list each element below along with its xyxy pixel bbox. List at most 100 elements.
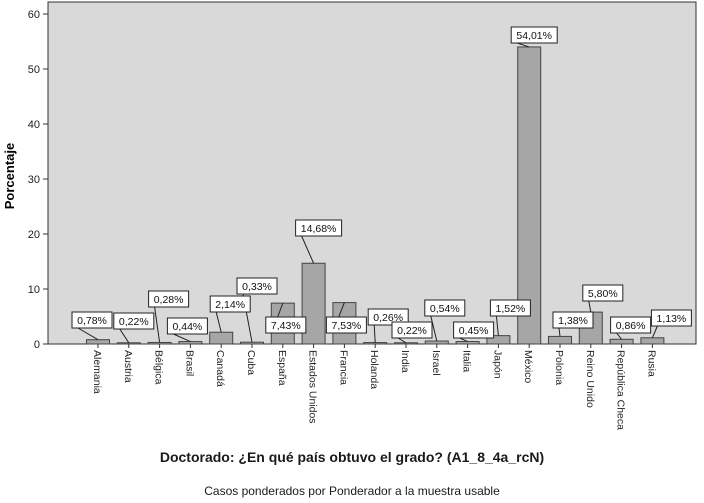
- y-tick-label: 50: [28, 64, 40, 76]
- y-axis: 0 10 20 30 40 50 60: [28, 9, 48, 351]
- x-tick-label: India: [399, 350, 411, 373]
- bar: [640, 337, 665, 345]
- data-label-box: [453, 321, 495, 339]
- x-tick-label: Japón: [491, 350, 503, 379]
- data-label-box: [113, 312, 155, 330]
- data-label-leader: [651, 325, 658, 338]
- x-tick-label: Bélgica: [153, 350, 165, 385]
- data-label: 0,86%: [616, 320, 646, 332]
- data-label: 14,68%: [301, 223, 337, 235]
- x-tick-label: Francia: [337, 350, 349, 385]
- bar: [209, 331, 234, 345]
- y-tick-label: 40: [28, 119, 40, 131]
- data-label: 0,45%: [459, 325, 489, 337]
- data-label: 0,44%: [173, 321, 203, 333]
- data-label-box: [489, 299, 531, 317]
- bar: [455, 341, 480, 345]
- data-label-box: [166, 317, 208, 335]
- data-label: 1,52%: [496, 303, 526, 315]
- data-label-leader: [77, 327, 99, 341]
- data-label-leader: [459, 337, 468, 342]
- y-tick-label: 10: [28, 284, 40, 296]
- data-label: 7,43%: [271, 320, 301, 332]
- data-label-leader: [430, 315, 438, 342]
- data-label-box: [552, 311, 594, 329]
- x-tick-label: España: [276, 350, 288, 386]
- data-label: 1,38%: [558, 315, 588, 327]
- data-label: 0,26%: [373, 312, 403, 324]
- data-label-leader: [517, 42, 530, 48]
- x-axis-title: Doctorado: ¿En qué país obtuvo el grado?…: [159, 449, 545, 465]
- data-label-box: [650, 309, 692, 327]
- data-label-box: [148, 290, 190, 308]
- y-tick-label: 0: [34, 339, 40, 351]
- data-label-box: [209, 295, 251, 313]
- data-label-leader: [373, 324, 376, 343]
- data-label-box: [265, 316, 307, 334]
- x-tick-label: Austria: [122, 350, 134, 383]
- data-label-box: [236, 277, 278, 295]
- bar: [147, 341, 172, 345]
- data-label: 0,22%: [397, 325, 427, 337]
- footnote: Casos ponderados por Ponderador a la mue…: [204, 484, 500, 498]
- data-label-box: [71, 311, 113, 329]
- bar: [609, 338, 634, 345]
- data-label-leader: [301, 235, 315, 264]
- data-label: 1,13%: [657, 313, 687, 325]
- data-label: 0,22%: [119, 316, 149, 328]
- x-tick-label: Estados Unidos: [307, 350, 319, 424]
- bar: [517, 46, 542, 345]
- bar: [86, 339, 110, 345]
- x-tick-label: Italia: [461, 350, 473, 372]
- data-label-leader: [616, 332, 622, 340]
- x-tick-label: Polonia: [553, 350, 565, 385]
- data-label-box: [367, 308, 409, 326]
- bar: [116, 342, 141, 345]
- x-axis: Alemania Austria Bélgica Brasil Canadá Cuba Es…: [91, 344, 657, 430]
- data-label-leader: [215, 311, 222, 333]
- bar: [394, 342, 418, 345]
- bar: [363, 342, 388, 345]
- data-label-leader: [558, 327, 561, 337]
- data-label: 54,01%: [516, 30, 552, 42]
- data-label-leader: [173, 333, 191, 343]
- data-label-leader: [119, 328, 130, 344]
- data-label: 0,33%: [242, 281, 272, 293]
- data-label-leader: [397, 337, 407, 344]
- y-tick-label: 30: [28, 174, 40, 186]
- data-label-box: [295, 219, 343, 237]
- data-label-box: [582, 284, 624, 302]
- y-axis-title: Porcentaje: [2, 143, 17, 209]
- bar: [548, 335, 572, 345]
- data-label-box: [610, 316, 652, 334]
- x-tick-label: México: [522, 350, 534, 383]
- x-tick-label: Brasil: [183, 350, 195, 376]
- data-label: 5,80%: [588, 288, 618, 300]
- data-label-box: [391, 321, 433, 339]
- data-label-leader: [588, 300, 592, 313]
- x-tick-label: Holanda: [368, 350, 380, 389]
- data-label: 0,78%: [77, 315, 107, 327]
- data-label-box: [424, 299, 466, 317]
- bar: [240, 341, 264, 345]
- data-label-box: [510, 26, 558, 44]
- x-tick-label: Canadá: [214, 350, 226, 387]
- x-tick-label: República Checa: [615, 350, 627, 430]
- x-tick-label: Reino Unido: [584, 350, 596, 408]
- data-label: 0,28%: [154, 294, 184, 306]
- y-tick-label: 20: [28, 229, 40, 241]
- data-label: 7,53%: [332, 320, 362, 332]
- data-label-leader: [495, 315, 499, 336]
- x-tick-label: Israel: [430, 350, 442, 376]
- x-tick-label: Alemania: [91, 350, 103, 394]
- x-tick-label: Rusia: [645, 350, 657, 377]
- data-labels-group: 0,78% 0,22% 0,28% 0,44% 2,14% 0,33% 7,43% 14,68…: [71, 26, 692, 339]
- data-label-box: [325, 316, 367, 334]
- bar: [178, 341, 203, 345]
- x-tick-label: Cuba: [245, 350, 257, 375]
- bar: [424, 340, 449, 345]
- data-label: 0,54%: [430, 303, 460, 315]
- data-label-leader: [154, 306, 161, 343]
- data-label: 2,14%: [215, 299, 245, 311]
